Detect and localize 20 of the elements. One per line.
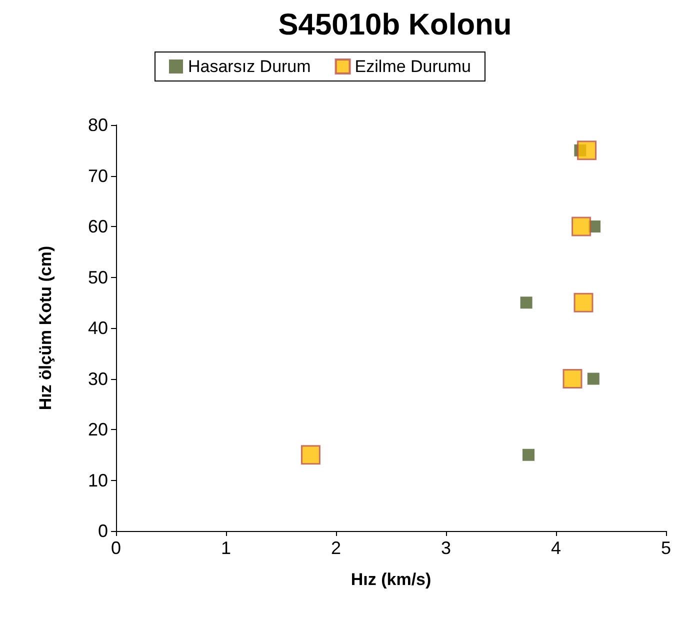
y-tick-label: 40 [88,318,108,338]
x-tick-label: 2 [330,538,342,558]
chart-title: S45010b Kolonu [278,8,512,42]
y-tick-label: 20 [88,420,108,440]
legend-label: Hasarsız Durum [188,57,311,76]
legend-label: Ezilme Durumu [354,57,472,76]
y-tick-label: 10 [88,470,108,490]
x-axis-title: Hız (km/s) [350,570,432,589]
y-tick-label: 80 [88,115,108,135]
y-tick-label: 30 [88,368,108,389]
x-tick-label: 4 [550,538,562,558]
x-tick-label: 0 [110,538,122,558]
y-tick-label: 0 [98,521,108,541]
y-tick-label: 70 [88,166,108,186]
x-tick-label: 3 [440,538,452,558]
y-tick-label: 60 [88,216,108,236]
y-axis-title: Hız ölçüm Kotu (cm) [36,246,55,410]
x-tick-label: 5 [660,538,672,558]
y-tick-label: 50 [88,267,108,288]
x-tick-label: 1 [220,538,232,558]
